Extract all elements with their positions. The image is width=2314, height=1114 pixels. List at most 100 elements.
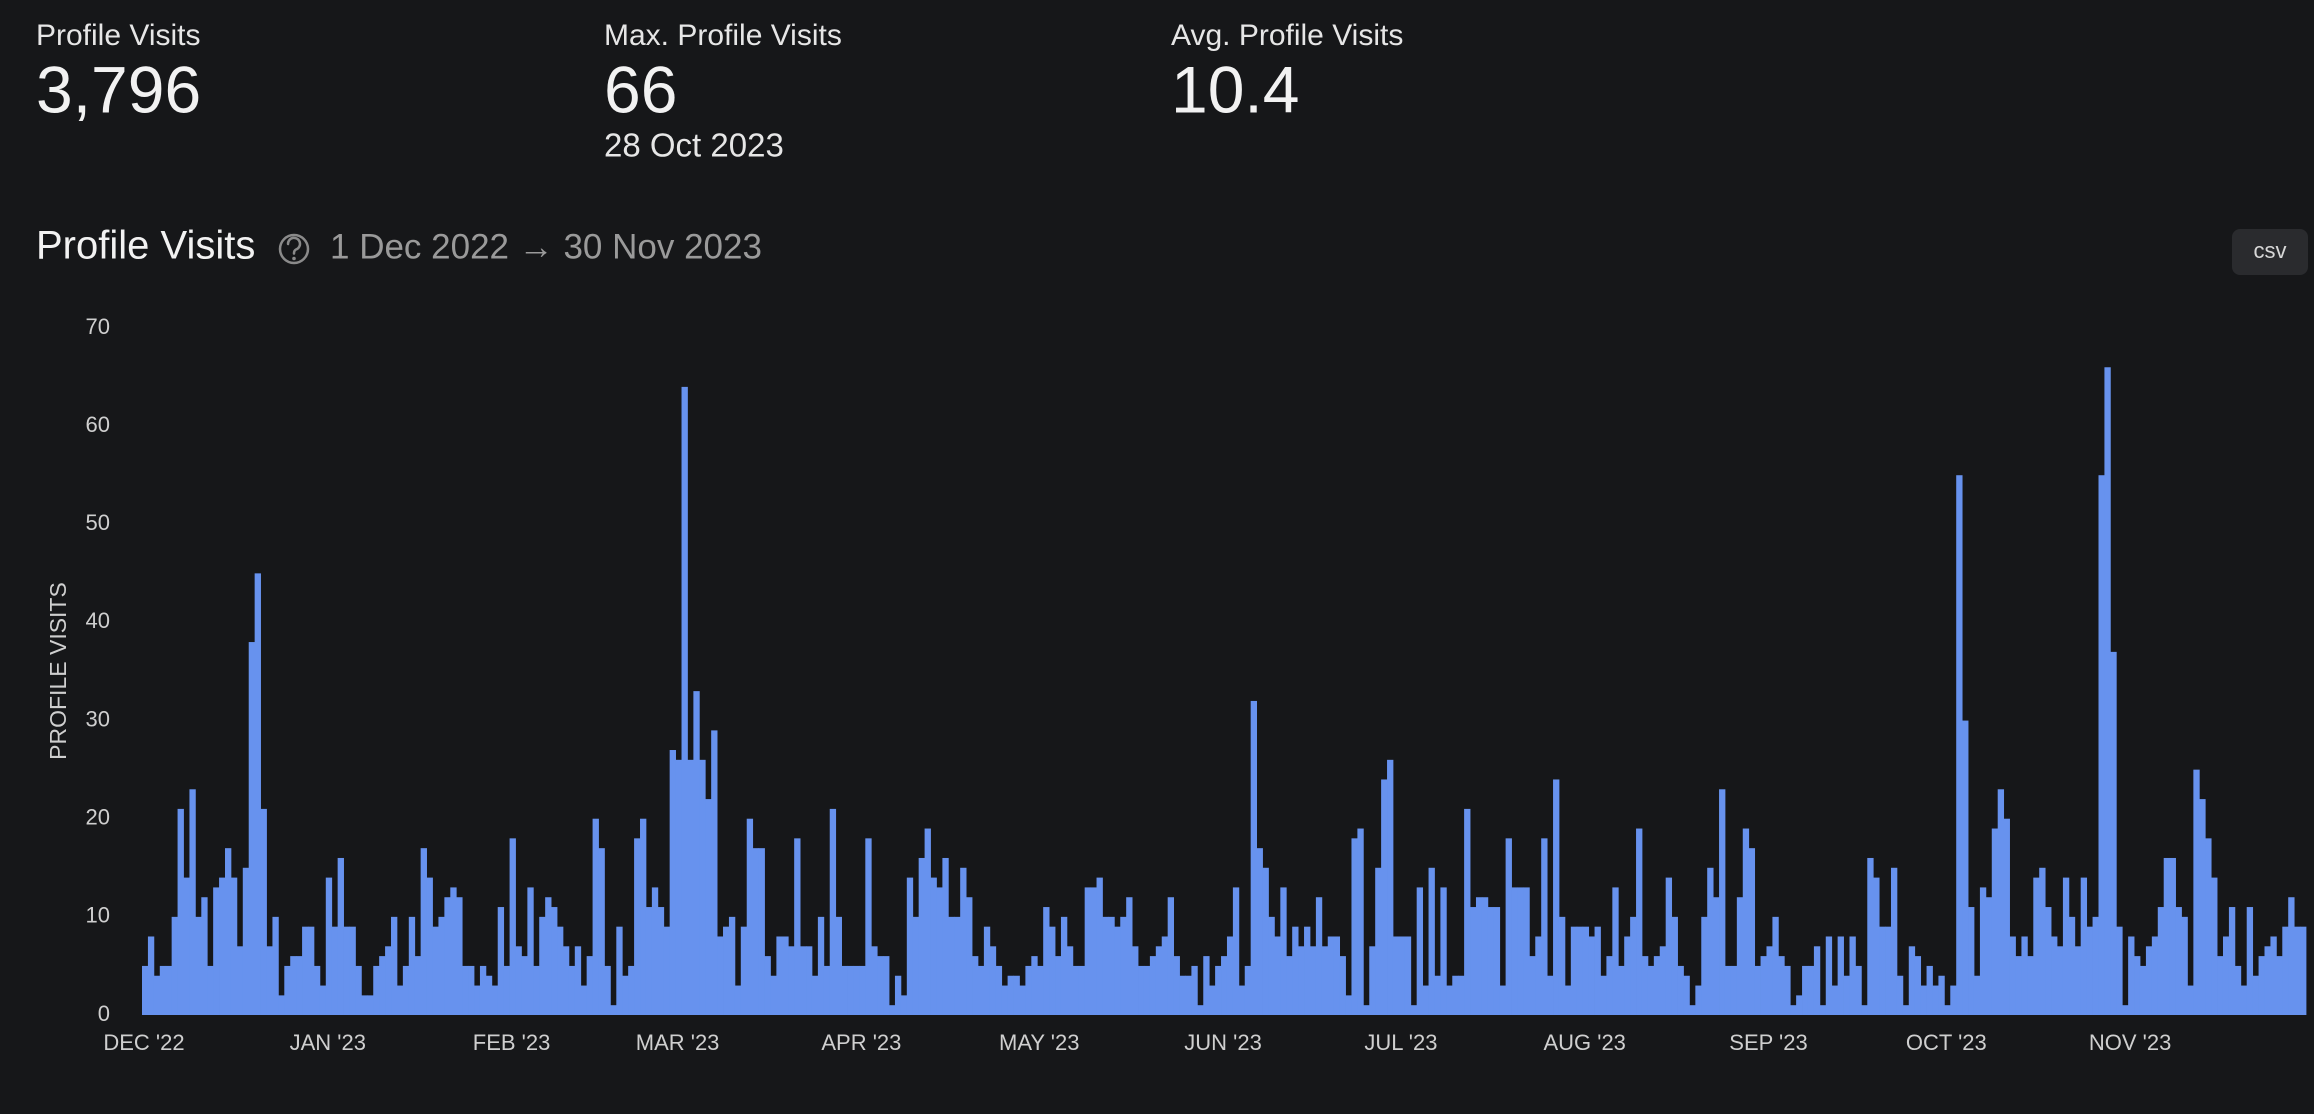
bar [1315, 897, 1323, 1015]
bar [1582, 926, 1590, 1015]
bar [1724, 965, 1732, 1015]
bar [485, 975, 493, 1015]
bar [1867, 857, 1874, 1015]
bar [1950, 985, 1957, 1015]
bar [2092, 916, 2099, 1015]
bar [948, 916, 955, 1015]
stat-value: 10.4 [1171, 52, 1299, 126]
bar [835, 916, 842, 1015]
bar [1962, 720, 1969, 1015]
bar [604, 965, 611, 1015]
bar [373, 965, 380, 1015]
bar [2294, 926, 2301, 1015]
bar [2145, 946, 2153, 1015]
bar [1084, 887, 1092, 1015]
bar [402, 965, 410, 1015]
bar [1351, 838, 1358, 1015]
bar [1102, 916, 1109, 1015]
bar [1120, 916, 1127, 1015]
bar [1671, 916, 1678, 1015]
bar [551, 907, 558, 1015]
bar [2181, 916, 2188, 1015]
x-tick-label: AUG '23 [1543, 1030, 1625, 1055]
bar [444, 897, 451, 1015]
bar [1742, 828, 1750, 1015]
bar [1197, 1005, 1204, 1015]
bar [2021, 936, 2028, 1015]
bar [2086, 926, 2093, 1015]
csv-button-label[interactable]: csv [2254, 238, 2287, 263]
bar [1968, 907, 1975, 1015]
bar [1701, 916, 1708, 1015]
csv-button[interactable]: csv [2232, 229, 2308, 275]
y-tick-label: 10 [86, 903, 110, 928]
bar [1997, 789, 2005, 1015]
bar [1452, 975, 1459, 1015]
bar [1298, 946, 1305, 1015]
bar [889, 1005, 896, 1015]
bar [800, 946, 807, 1015]
stat-value: 66 [604, 52, 677, 126]
bar [1813, 946, 1821, 1015]
bar [1677, 965, 1684, 1015]
help-icon[interactable] [278, 233, 310, 265]
bar [533, 965, 540, 1015]
bar [598, 848, 605, 1015]
bar [2169, 857, 2176, 1015]
bar [1256, 848, 1263, 1015]
bar [847, 965, 854, 1015]
bar [865, 838, 872, 1015]
bar [1155, 946, 1163, 1015]
bar [995, 965, 1003, 1015]
bar [1013, 975, 1020, 1015]
bar [942, 857, 949, 1015]
bar [752, 848, 759, 1015]
bar [859, 965, 866, 1015]
bar [1624, 936, 1631, 1015]
bar [183, 877, 190, 1015]
bar [711, 730, 718, 1015]
stat-label: Profile Visits [36, 19, 201, 52]
bar [420, 848, 427, 1015]
bar [2003, 818, 2010, 1015]
bar [355, 965, 362, 1015]
bar [2288, 897, 2295, 1015]
bar [1790, 1005, 1797, 1015]
bar [1819, 1005, 1827, 1015]
bar [640, 818, 647, 1015]
bar [1464, 808, 1471, 1015]
bar [811, 975, 819, 1015]
bar [1043, 907, 1050, 1015]
bar [734, 985, 742, 1015]
bar [1387, 759, 1394, 1015]
bar [2116, 926, 2123, 1015]
bar [1713, 897, 1720, 1015]
bar [225, 848, 232, 1015]
bar [1825, 936, 1833, 1015]
bar [1636, 828, 1643, 1015]
bar [2062, 877, 2070, 1015]
bar [966, 897, 973, 1015]
bar [2033, 877, 2040, 1015]
bar [723, 926, 730, 1015]
bar [408, 916, 416, 1015]
bar [894, 975, 902, 1015]
bar [1392, 936, 1400, 1015]
bar [1209, 985, 1216, 1015]
bar [177, 808, 184, 1015]
bar [580, 985, 588, 1015]
bar [1280, 887, 1287, 1015]
bar [230, 877, 238, 1015]
bar [2205, 838, 2212, 1015]
bar [1049, 926, 1056, 1015]
bar [1286, 956, 1293, 1015]
bar [1944, 1005, 1951, 1015]
bar [1659, 946, 1667, 1015]
bar [782, 936, 789, 1015]
stat-label: Avg. Profile Visits [1171, 19, 1403, 52]
bar [195, 916, 202, 1015]
bar [2234, 965, 2242, 1015]
bar [2098, 475, 2105, 1015]
bar [1001, 985, 1008, 1015]
